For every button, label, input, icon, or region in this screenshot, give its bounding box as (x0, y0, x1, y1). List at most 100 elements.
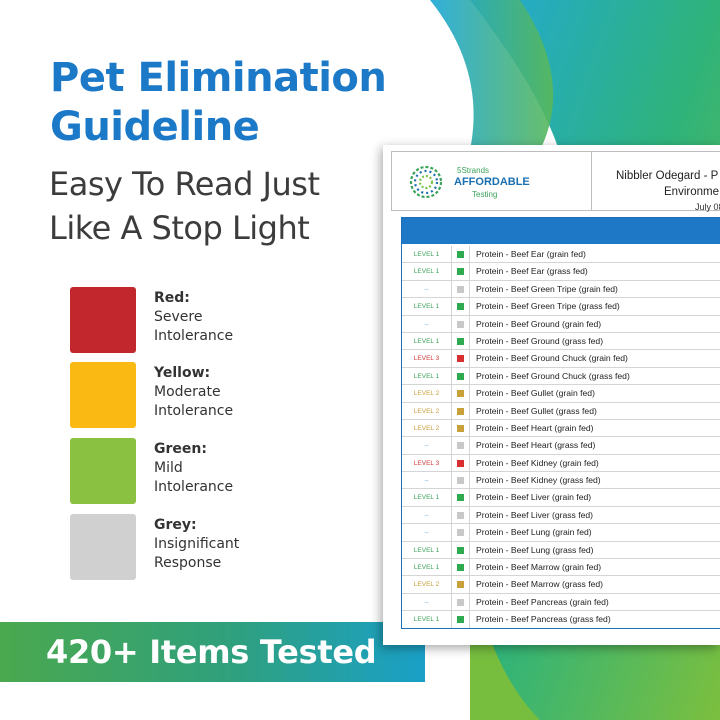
banner-text: 420+ Items Tested (46, 633, 377, 671)
item-category: Protein (476, 335, 504, 346)
item-name: - Beef Green Tripe (grain fed) (503, 283, 618, 294)
subtitle-line-2: Like A Stop Light (49, 209, 310, 247)
legend-name: Green: (154, 441, 207, 457)
level-label: LEVEL 2 (402, 402, 452, 419)
item-name: - Beef Green Tripe (grass fed) (503, 301, 620, 312)
level-color-square (457, 529, 464, 537)
item-name: - Beef Marrow (grain fed) (503, 562, 602, 573)
level-color-square (457, 303, 464, 311)
level-label: LEVEL 1 (402, 263, 452, 280)
item-text: Protein - Beef Marrow (grain fed) (476, 559, 601, 576)
level-color-square (457, 598, 464, 606)
subtitle-line-1: Easy To Read Just (49, 165, 320, 203)
item-text: Protein - Beef Pancreas (grass fed) (476, 611, 611, 628)
table-rows: LEVEL 1 Protein - Beef Ear (grain fed) LEV… (402, 246, 720, 628)
item-name: - Beef Gullet (grain fed) (503, 388, 595, 399)
legend-swatch (70, 514, 136, 580)
legend-description: Insignificant Response (154, 536, 240, 571)
item-category: Protein (476, 266, 504, 277)
level-color-square (457, 616, 464, 624)
level-indicator-cell (452, 576, 470, 593)
report-title: Nibbler Odegard - P (616, 170, 719, 182)
level-label: LEVEL 2 (402, 385, 452, 402)
item-category: Protein (476, 249, 504, 259)
item-category: Protein (476, 422, 504, 433)
table-row: LEVEL 1 Protein - Beef Green Tripe (grass… (402, 298, 720, 316)
table-row: – Protein - Beef Liver (grass fed) (402, 506, 720, 525)
item-category: Protein (476, 492, 504, 503)
level-label: LEVEL 1 (402, 298, 452, 315)
item-category: Protein (476, 544, 504, 555)
level-indicator-cell (452, 402, 470, 419)
legend-swatch (70, 362, 136, 428)
item-category: Protein (476, 388, 504, 399)
item-name: - Beef Kidney (grain fed) (503, 457, 599, 468)
legend-name: Grey: (154, 517, 197, 533)
table-row: – Protein - Beef Pancreas (grain fed) (402, 593, 720, 612)
table-row: – Protein - Beef Green Tripe (grain fed) (402, 280, 720, 299)
item-category: Protein (476, 283, 504, 294)
legend-text: Green: Mild Intolerance (154, 440, 314, 497)
item-name: - Beef Marrow (grass fed) (503, 579, 604, 590)
item-name: - Beef Ground Chuck (grain fed) (503, 353, 628, 364)
level-color-square (457, 251, 464, 258)
level-indicator-cell (452, 472, 470, 489)
level-color-square (457, 564, 464, 572)
level-label: LEVEL 1 (402, 541, 452, 559)
item-text: Protein - Beef Ground Chuck (grass fed) (476, 368, 630, 385)
table-row: LEVEL 1 Protein - Beef Pancreas (grass fe… (402, 611, 720, 628)
page-subtitle: Easy To Read Just Like A Stop Light (49, 162, 320, 250)
item-category: Protein (476, 440, 504, 451)
level-indicator-cell (452, 611, 470, 628)
level-label: LEVEL 1 (402, 367, 452, 385)
table-row: – Protein - Beef Lung (grain fed) (402, 524, 720, 542)
level-color-square (457, 390, 464, 398)
results-table: LEVEL 1 Protein - Beef Ear (grain fed) LEV… (401, 217, 720, 629)
level-indicator-cell (452, 524, 470, 541)
item-category: Protein (476, 353, 504, 364)
level-label: – (402, 437, 452, 454)
item-text: Protein - Beef Ear (grass fed) (476, 263, 588, 280)
item-text: Protein - Beef Heart (grass fed) (476, 437, 595, 454)
legend-name: Yellow: (154, 365, 211, 381)
logo-sub-text: Testing (472, 190, 498, 199)
level-indicator-cell (452, 454, 470, 472)
item-name: - Beef Ear (grass fed) (503, 266, 588, 277)
item-name: - Beef Liver (grass fed) (503, 509, 594, 520)
report-header: 5Strands AFFORDABLE Testing Nibbler Odeg… (391, 151, 720, 212)
legend-text: Grey: Insignificant Response (154, 516, 314, 573)
level-indicator-cell (452, 385, 470, 402)
level-label: LEVEL 3 (402, 350, 452, 367)
item-name: - Beef Kidney (grass fed) (503, 475, 601, 486)
level-color-square (457, 581, 464, 589)
level-color-square (457, 424, 464, 432)
level-indicator-cell (452, 367, 470, 385)
item-text: Protein - Beef Ground (grain fed) (476, 316, 601, 333)
level-indicator-cell (452, 437, 470, 454)
item-category: Protein (476, 405, 504, 416)
item-name: - Beef Ear (grain fed) (503, 249, 586, 259)
item-name: - Beef Liver (grain fed) (503, 492, 592, 503)
page-title: Pet Elimination Guideline (50, 54, 387, 152)
item-text: Protein - Beef Gullet (grass fed) (476, 403, 597, 420)
level-label: – (402, 472, 452, 489)
level-label: – (402, 593, 452, 611)
level-color-square (457, 511, 464, 519)
level-label: – (402, 280, 452, 298)
item-name: - Beef Ground Chuck (grass fed) (503, 370, 630, 381)
level-color-square (457, 372, 464, 380)
level-color-square (457, 355, 464, 363)
item-text: Protein - Beef Liver (grain fed) (476, 489, 591, 506)
level-indicator-cell (452, 315, 470, 332)
item-text: Protein - Beef Lung (grain fed) (476, 524, 592, 541)
table-row: LEVEL 1 Protein - Beef Ground Chuck (gras… (402, 367, 720, 386)
item-text: Protein - Beef Green Tripe (grain fed) (476, 281, 618, 298)
item-text: Protein - Beef Gullet (grain fed) (476, 385, 595, 402)
item-name: - Beef Ground (grain fed) (503, 318, 602, 329)
table-row: LEVEL 1 Protein - Beef Ground (grass fed) (402, 332, 720, 351)
header-divider (591, 152, 592, 210)
level-color-square (457, 320, 464, 328)
level-indicator-cell (452, 506, 470, 524)
title-line-2: Guideline (50, 104, 260, 150)
table-row: – Protein - Beef Heart (grass fed) (402, 437, 720, 455)
